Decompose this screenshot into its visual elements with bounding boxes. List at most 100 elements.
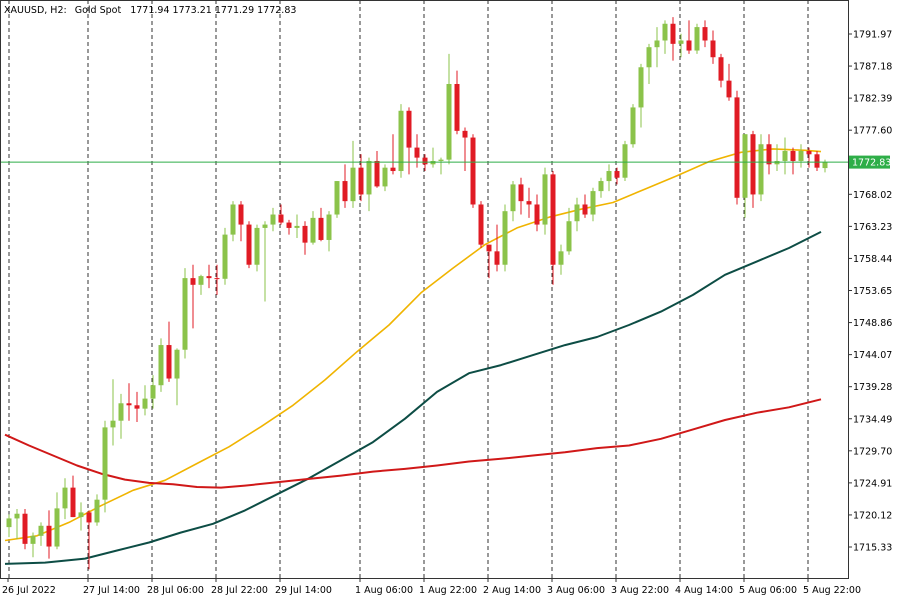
candle-body[interactable] [686, 40, 692, 51]
candle-body[interactable] [318, 217, 324, 240]
candle[interactable] [750, 130, 756, 208]
candle[interactable] [638, 63, 644, 128]
candle-body[interactable] [382, 167, 388, 187]
candle[interactable] [358, 154, 364, 202]
candle-body[interactable] [670, 23, 676, 44]
candle-body[interactable] [334, 181, 340, 215]
candle-body[interactable] [638, 67, 644, 108]
candle-body[interactable] [822, 162, 828, 169]
candle-body[interactable] [310, 217, 316, 243]
candle-body[interactable] [486, 244, 492, 252]
candle-body[interactable] [254, 227, 260, 265]
candle[interactable] [22, 509, 28, 550]
candle[interactable] [382, 164, 388, 192]
candle[interactable] [694, 23, 700, 54]
candle[interactable] [398, 104, 404, 178]
candle-body[interactable] [238, 204, 244, 225]
candle-body[interactable] [110, 420, 116, 428]
candle[interactable] [158, 338, 164, 392]
candle[interactable] [62, 478, 68, 520]
candle-body[interactable] [414, 147, 420, 158]
candle-body[interactable] [598, 181, 604, 192]
candle-body[interactable] [454, 84, 460, 131]
candle[interactable] [326, 211, 332, 252]
candle[interactable] [262, 221, 268, 302]
candle[interactable] [390, 134, 396, 175]
candle[interactable] [798, 144, 804, 168]
candle-body[interactable] [750, 134, 756, 195]
candle[interactable] [430, 147, 436, 168]
candle-body[interactable] [78, 512, 84, 518]
candle-body[interactable] [710, 40, 716, 58]
candle-body[interactable] [814, 154, 820, 168]
candle-body[interactable] [214, 278, 220, 280]
candle-body[interactable] [726, 80, 732, 98]
candle[interactable] [582, 194, 588, 218]
candle[interactable] [526, 187, 532, 218]
candle-body[interactable] [366, 160, 372, 195]
candle[interactable] [230, 201, 236, 242]
candle-body[interactable] [654, 40, 660, 48]
candle[interactable] [142, 385, 148, 416]
candle-body[interactable] [702, 27, 708, 41]
candle-body[interactable] [558, 251, 564, 265]
candle[interactable] [70, 475, 76, 518]
candle[interactable] [30, 532, 36, 558]
candle-body[interactable] [566, 221, 572, 252]
candle[interactable] [174, 348, 180, 406]
candle-body[interactable] [174, 349, 180, 379]
candle-body[interactable] [374, 160, 380, 187]
candle[interactable] [278, 204, 284, 225]
candle-body[interactable] [438, 159, 444, 161]
candle-body[interactable] [118, 403, 124, 421]
candle[interactable] [510, 181, 516, 222]
candle[interactable] [318, 207, 324, 242]
candle[interactable] [342, 164, 348, 208]
candle-body[interactable] [94, 499, 100, 523]
candle[interactable] [406, 107, 412, 175]
candle[interactable] [670, 17, 676, 61]
candle-body[interactable] [230, 204, 236, 235]
candle[interactable] [150, 375, 156, 409]
candle-body[interactable] [582, 204, 588, 215]
candle[interactable] [414, 134, 420, 168]
candle[interactable] [654, 27, 660, 68]
candle[interactable] [822, 159, 828, 173]
candle-body[interactable] [342, 181, 348, 202]
candle[interactable] [574, 197, 580, 232]
candle[interactable] [118, 393, 124, 439]
candle[interactable] [310, 211, 316, 245]
candle[interactable] [38, 522, 44, 546]
candle-body[interactable] [198, 276, 204, 285]
candle[interactable] [14, 509, 20, 540]
candle[interactable] [246, 221, 252, 269]
candle[interactable] [774, 144, 780, 172]
candle-body[interactable] [46, 525, 52, 547]
candle-body[interactable] [798, 150, 804, 161]
candle[interactable] [302, 221, 308, 255]
candle[interactable] [718, 53, 724, 88]
candle-body[interactable] [398, 110, 404, 172]
candle[interactable] [214, 264, 220, 295]
candle-body[interactable] [142, 398, 148, 409]
candle[interactable] [206, 264, 212, 289]
candle-body[interactable] [350, 167, 356, 202]
candle[interactable] [198, 274, 204, 295]
candle[interactable] [366, 157, 372, 212]
candle-body[interactable] [550, 174, 556, 265]
candle-body[interactable] [326, 214, 332, 240]
price-axis[interactable]: 1715.33 1720.12 1724.91 1729.70 1734.49 1739.… [848, 30, 892, 554]
candle[interactable] [190, 264, 196, 329]
candle[interactable] [454, 70, 460, 135]
candle-body[interactable] [30, 535, 36, 544]
candle[interactable] [542, 167, 548, 235]
candle[interactable] [86, 510, 92, 570]
candle-body[interactable] [246, 224, 252, 265]
candle[interactable] [614, 167, 620, 185]
candle[interactable] [422, 154, 428, 172]
candle[interactable] [222, 227, 228, 285]
candle-body[interactable] [270, 214, 276, 225]
candle[interactable] [646, 43, 652, 85]
candle-body[interactable] [182, 278, 188, 350]
candle-body[interactable] [606, 171, 612, 182]
